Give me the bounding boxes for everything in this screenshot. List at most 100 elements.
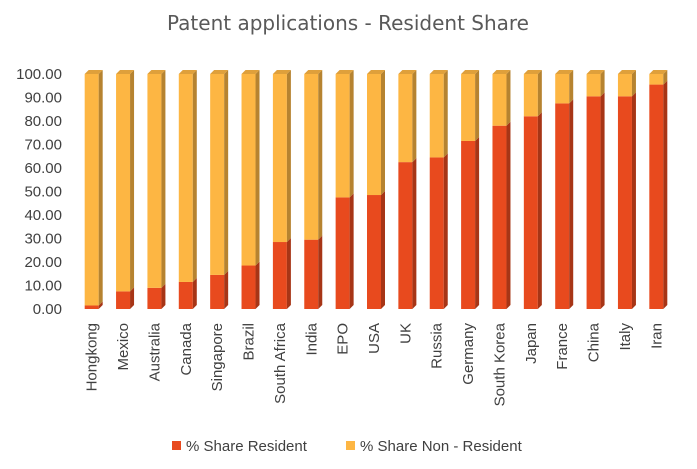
bar-front <box>555 103 570 309</box>
x-tick-label: France <box>554 323 571 370</box>
x-tick-label: Russia <box>429 322 446 369</box>
bar-segment <box>649 80 668 309</box>
bar-side <box>161 70 166 288</box>
bar-front <box>210 274 225 309</box>
bar-segment <box>241 70 260 266</box>
bar-side <box>192 70 197 282</box>
bar-side <box>224 70 229 275</box>
y-tick-label: 90.00 <box>24 90 62 107</box>
bar-side <box>443 70 448 158</box>
bar-front <box>523 74 538 117</box>
bar-front <box>586 74 601 97</box>
bar-front <box>586 96 601 309</box>
bar-top <box>555 70 574 74</box>
bar-top <box>649 70 668 74</box>
legend-swatch <box>346 441 355 450</box>
bar-side <box>663 80 668 309</box>
bar-side <box>663 70 668 85</box>
bar-top <box>461 70 480 74</box>
bar-side <box>475 70 480 141</box>
bar-side <box>224 270 229 309</box>
bar-top <box>586 70 605 74</box>
bar-front <box>617 74 632 97</box>
bar-side <box>412 158 417 309</box>
bar-segment <box>335 70 354 198</box>
bar-segment <box>429 153 448 309</box>
bar-side <box>318 235 323 309</box>
bar-side <box>161 283 166 309</box>
y-tick-label: 10.00 <box>24 278 62 295</box>
y-tick-label: 80.00 <box>24 113 62 130</box>
x-tick-label: Singapore <box>209 323 226 391</box>
bar-segment <box>492 70 511 126</box>
x-axis: Hongkong Mexico Australia Canada Singapore Br… <box>84 322 666 406</box>
bar-segment <box>367 70 385 196</box>
bar-segment <box>555 99 574 309</box>
bar-front <box>335 74 350 198</box>
y-tick-label: 70.00 <box>24 137 62 154</box>
x-tick-label: India <box>303 322 320 355</box>
bar-segment <box>649 70 668 85</box>
y-tick-label: 20.00 <box>24 254 62 271</box>
bar-segment <box>178 277 197 309</box>
bar-front <box>116 74 131 292</box>
x-tick-label: Canada <box>178 322 195 375</box>
bar-front <box>649 84 664 309</box>
bar-front <box>649 74 664 85</box>
bar-segment <box>492 121 511 309</box>
bar-front <box>84 305 99 309</box>
bar-segment <box>617 92 636 309</box>
bar-side <box>569 99 574 309</box>
x-tick-label: South Africa <box>272 322 289 404</box>
bar-front <box>147 74 162 288</box>
y-tick-label: 40.00 <box>24 207 62 224</box>
bar-side <box>475 136 480 309</box>
bar-side <box>631 70 636 97</box>
bar-front <box>210 74 225 275</box>
bar-segment <box>461 70 480 141</box>
bar-side <box>286 238 291 309</box>
bar-segment <box>586 92 605 309</box>
bar-side <box>98 70 103 306</box>
bar-front <box>398 74 413 163</box>
bar-side <box>443 153 448 309</box>
bar-front <box>492 125 507 309</box>
y-tick-label: 100.00 <box>16 66 62 83</box>
bar-top <box>523 70 542 74</box>
bar-top <box>178 70 197 74</box>
bar-front <box>367 195 381 309</box>
bar-top <box>304 70 323 74</box>
x-tick-label: USA <box>366 323 383 354</box>
x-tick-label: Germany <box>460 323 477 385</box>
bar-side <box>600 70 605 97</box>
bar-front <box>398 162 413 309</box>
bar-top <box>210 70 229 74</box>
y-tick-label: 30.00 <box>24 231 62 248</box>
bar-front <box>461 140 476 309</box>
legend-label: % Share Resident <box>186 438 308 455</box>
bar-segment <box>147 283 166 309</box>
bar-front <box>241 265 256 309</box>
bar-side <box>537 112 542 309</box>
bar-front <box>523 116 538 309</box>
bar-front <box>178 74 193 282</box>
bar-segment <box>367 191 385 309</box>
bar-segment <box>147 70 166 288</box>
bar-front <box>617 96 632 309</box>
bar-segment <box>461 136 480 309</box>
bar-front <box>461 74 476 141</box>
bar-top <box>116 70 135 74</box>
x-tick-label: Australia <box>146 322 163 381</box>
bar-top <box>84 70 103 74</box>
y-tick-label: 0.00 <box>33 301 62 318</box>
bar-segment <box>210 70 229 275</box>
bar-side <box>537 70 542 117</box>
bar-side <box>255 70 260 266</box>
bar-top <box>617 70 636 74</box>
bar-side <box>318 70 323 240</box>
bar-segment <box>586 70 605 97</box>
bar-top <box>429 70 448 74</box>
bar-front <box>178 281 193 309</box>
bar-front <box>116 291 131 309</box>
